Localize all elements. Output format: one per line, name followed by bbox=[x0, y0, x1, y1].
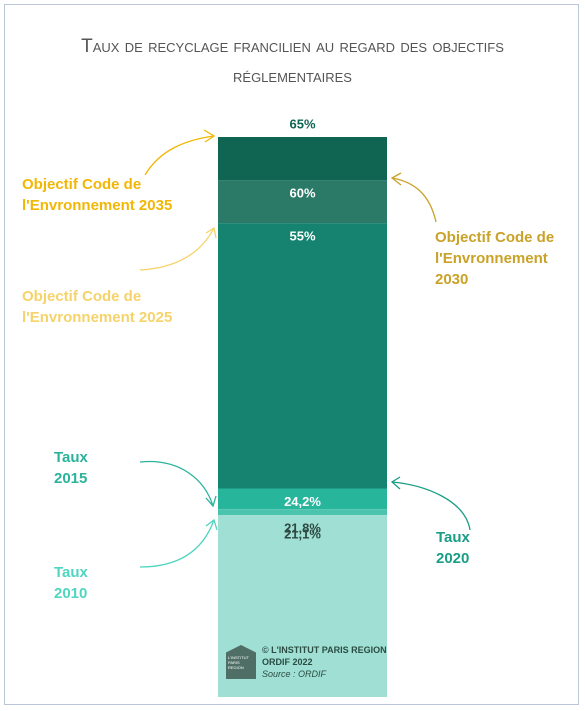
frame bbox=[4, 4, 579, 705]
bar-segment bbox=[218, 180, 387, 224]
value-label: 65% bbox=[289, 116, 315, 131]
edition: ORDIF 2022 bbox=[262, 657, 313, 667]
arrow bbox=[139, 519, 215, 568]
logo: L'INSTITUT PARIS REGION bbox=[226, 645, 256, 679]
annotation: Taux 2015 bbox=[54, 449, 88, 487]
annotation: Objectif Code de l'Envronnement 2025 bbox=[22, 288, 173, 326]
arrow bbox=[139, 227, 215, 271]
annotation: Taux 2020 bbox=[436, 529, 470, 567]
annotation: Taux 2010 bbox=[54, 564, 88, 602]
arrowhead bbox=[390, 476, 401, 490]
source: Source : ORDIF bbox=[262, 669, 327, 679]
arrow bbox=[144, 135, 215, 176]
value-label: 60% bbox=[289, 186, 315, 201]
value-label: 21,1% bbox=[284, 527, 321, 542]
bar-segment bbox=[218, 488, 387, 510]
value-label: 24,2% bbox=[284, 494, 321, 509]
chart-title: Taux de recyclage francilien au regard d… bbox=[81, 36, 504, 87]
arrow bbox=[391, 177, 437, 223]
arrow bbox=[391, 481, 471, 531]
value-label: 55% bbox=[289, 229, 315, 244]
arrow bbox=[139, 460, 214, 507]
annotation: Objectif Code de l'Envronnement 2030 bbox=[435, 229, 555, 288]
arrowhead bbox=[390, 172, 402, 186]
arrowhead bbox=[203, 129, 216, 143]
value-label: 21,8% bbox=[284, 521, 321, 536]
bar-segment bbox=[218, 137, 387, 181]
annotation: Objectif Code de l'Envronnement 2035 bbox=[22, 176, 173, 214]
bar-segment bbox=[218, 509, 387, 516]
copyright: © L'INSTITUT PARIS REGION bbox=[262, 645, 387, 655]
arrows bbox=[139, 129, 471, 568]
arrowhead bbox=[205, 518, 218, 531]
arrowhead bbox=[205, 226, 217, 239]
bar-segment bbox=[218, 223, 387, 489]
arrowhead bbox=[205, 495, 217, 508]
